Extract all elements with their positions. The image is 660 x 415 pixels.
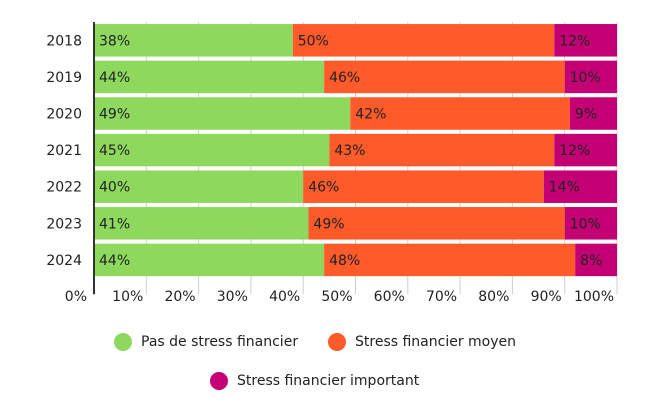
legend-label: Pas de stress financier <box>141 334 299 350</box>
legend-item-pas-de-stress: Pas de stress financier <box>114 333 298 351</box>
bar-segment-2022-2 <box>543 170 617 203</box>
data-label: 10% <box>570 70 601 86</box>
data-label: 8% <box>580 253 602 269</box>
data-label: 44% <box>99 253 130 269</box>
legend-swatch-orange <box>328 333 346 351</box>
x-tick-label: 60% <box>374 289 405 305</box>
bar-segment-2021-0 <box>94 133 330 167</box>
data-label: 40% <box>99 180 130 196</box>
data-label: 10% <box>570 216 601 232</box>
x-tick-label: 50% <box>321 289 352 305</box>
bar-segment-2018-0 <box>94 24 293 57</box>
bar-segment-2024-0 <box>94 243 325 277</box>
data-label: 14% <box>549 180 580 196</box>
y-tick-label: 2023 <box>46 216 82 232</box>
x-tick-label: 0% <box>65 289 87 305</box>
data-label: 44% <box>99 70 130 86</box>
data-label: 38% <box>99 33 130 49</box>
y-tick-label: 2018 <box>46 33 82 49</box>
x-tick-label: 40% <box>269 289 300 305</box>
bar-segment-2018-2 <box>554 24 617 57</box>
bar-segment-2023-1 <box>308 207 565 240</box>
bar-segment-2023-2 <box>564 207 617 240</box>
data-label: 49% <box>99 107 130 123</box>
y-tick-label: 2019 <box>46 70 82 86</box>
y-tick-label: 2022 <box>46 180 82 196</box>
bar-segment-2019-1 <box>324 60 565 94</box>
x-tick-label: 80% <box>478 289 509 305</box>
y-tick-label: 2024 <box>46 253 82 269</box>
data-label: 9% <box>575 107 597 123</box>
data-label: 49% <box>313 216 344 232</box>
bar-segment-2021-1 <box>329 133 555 167</box>
x-tick-label: 10% <box>112 289 143 305</box>
x-tick-label: 100% <box>574 289 614 305</box>
legend-label: Stress financier important <box>237 373 420 389</box>
data-label: 46% <box>329 70 360 86</box>
data-label: 12% <box>559 143 590 159</box>
x-tick-label: 30% <box>217 289 248 305</box>
legend-item-stress-moyen: Stress financier moyen <box>328 333 516 351</box>
bar-segment-2019-0 <box>94 60 325 94</box>
x-tick-label: 70% <box>426 289 457 305</box>
data-label: 45% <box>99 143 130 159</box>
bar-segment-2024-1 <box>324 243 576 277</box>
bar-segment-2018-1 <box>292 24 555 57</box>
data-label: 46% <box>308 180 339 196</box>
data-label: 43% <box>334 143 365 159</box>
bar-segment-2023-0 <box>94 207 309 240</box>
data-label: 12% <box>559 33 590 49</box>
bar-segment-2019-2 <box>564 60 617 94</box>
data-label: 50% <box>298 33 329 49</box>
bar-segment-2022-1 <box>303 170 544 203</box>
legend-item-stress-important: Stress financier important <box>210 372 419 390</box>
y-tick-label: 2020 <box>46 107 82 123</box>
y-tick-label: 2021 <box>46 143 82 159</box>
legend-swatch-green <box>114 333 132 351</box>
bar-segment-2021-2 <box>554 133 617 167</box>
data-label: 41% <box>99 216 130 232</box>
bar-segment-2024-2 <box>575 243 617 277</box>
bar-segment-2022-0 <box>94 170 304 203</box>
bar-segment-2020-0 <box>94 97 351 130</box>
bar-segment-2020-1 <box>350 97 570 130</box>
data-label: 42% <box>355 107 386 123</box>
legend-label: Stress financier moyen <box>355 334 516 350</box>
x-tick-label: 20% <box>164 289 195 305</box>
x-tick-label: 90% <box>531 289 562 305</box>
legend-swatch-magenta <box>210 372 228 390</box>
bar-segment-2020-2 <box>569 97 617 130</box>
data-label: 48% <box>329 253 360 269</box>
